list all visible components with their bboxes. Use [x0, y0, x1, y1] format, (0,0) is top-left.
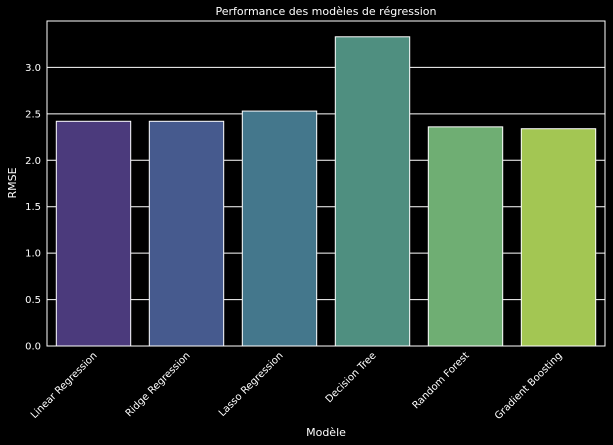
bar-random-forest [427, 126, 504, 347]
y-tick-label: 2.0 [25, 156, 41, 167]
y-tick-labels: 0.0 0.5 1.0 1.5 2.0 2.5 3.0 [25, 63, 41, 353]
chart-title: Performance des modèles de régression [216, 5, 437, 18]
y-tick-label: 1.0 [25, 249, 41, 260]
y-tick-label: 0.0 [25, 342, 41, 353]
y-tick-label: 3.0 [25, 63, 41, 74]
plot-frame [46, 20, 606, 347]
y-tick-label: 2.5 [25, 109, 41, 120]
bar-ridge-regression [148, 120, 225, 347]
y-tick-label: 0.5 [25, 295, 41, 306]
y-axis-title: RMSE [6, 167, 19, 198]
bar-linear-regression [55, 120, 132, 347]
y-tick-label: 1.5 [25, 202, 41, 213]
bar-gradient-boosting [520, 128, 597, 347]
bar-decision-tree [334, 36, 411, 347]
x-axis-title: Modèle [306, 426, 346, 439]
bar-lasso-regression [241, 110, 318, 347]
